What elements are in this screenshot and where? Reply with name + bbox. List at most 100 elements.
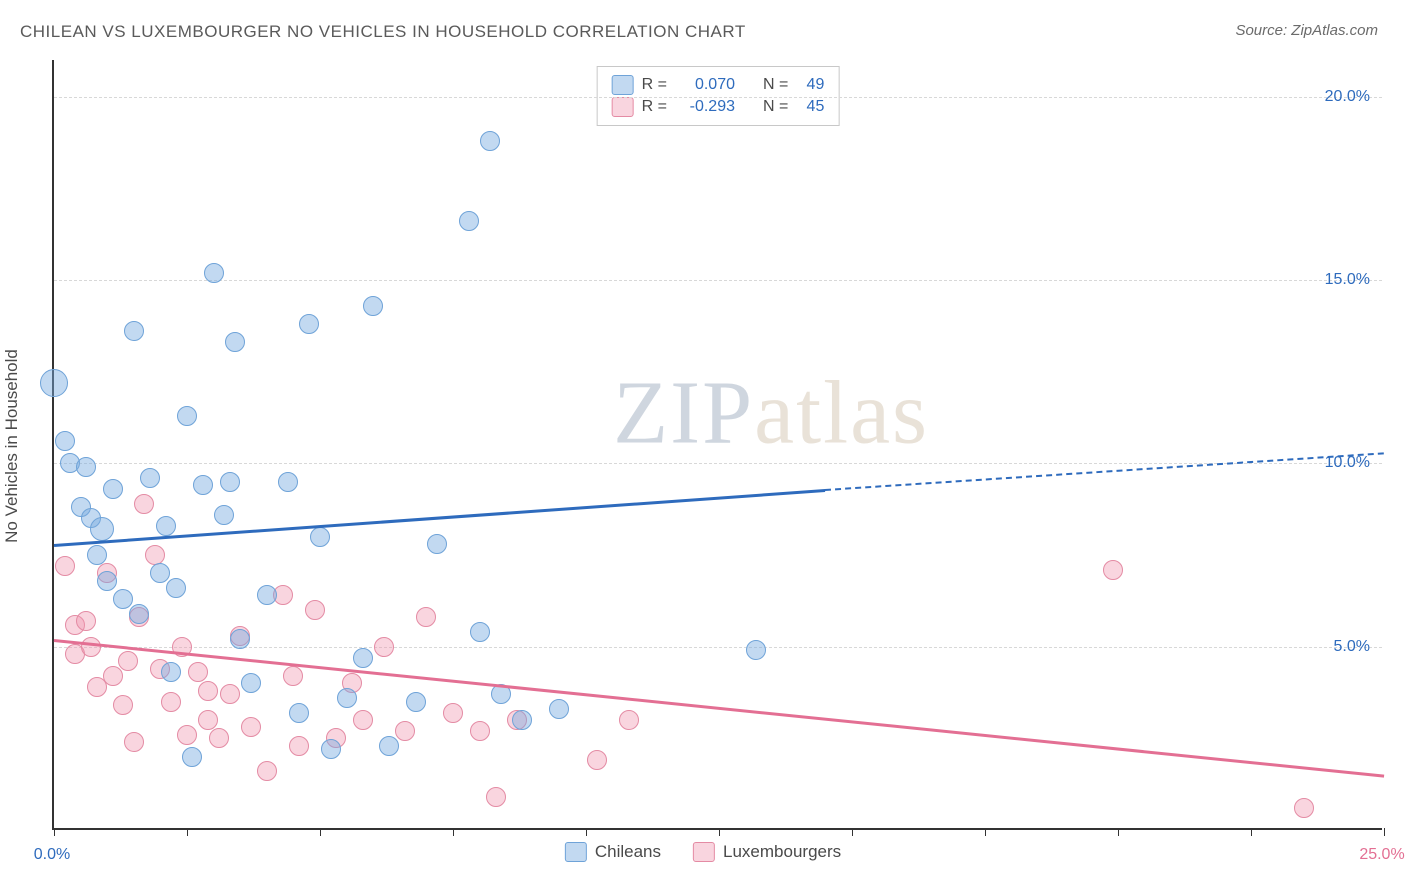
r-value-b: -0.293	[675, 98, 735, 116]
scatter-point-a	[353, 648, 373, 668]
n-value-b: 45	[796, 98, 824, 116]
scatter-point-a	[90, 517, 114, 541]
scatter-point-b	[443, 703, 463, 723]
watermark-atlas: atlas	[754, 364, 929, 463]
scatter-point-b	[353, 710, 373, 730]
scatter-point-a	[321, 739, 341, 759]
watermark-zip: ZIP	[613, 364, 754, 463]
gridline	[54, 280, 1382, 281]
scatter-point-b	[241, 717, 261, 737]
scatter-point-b	[198, 710, 218, 730]
trendline-a-dashed	[825, 452, 1384, 491]
n-value-a: 49	[796, 76, 824, 94]
x-tick	[320, 828, 321, 836]
y-tick-label: 15.0%	[1325, 271, 1370, 289]
scatter-point-a	[156, 516, 176, 536]
scatter-point-a	[150, 563, 170, 583]
gridline	[54, 463, 1382, 464]
scatter-point-a	[182, 747, 202, 767]
scatter-point-a	[40, 369, 68, 397]
x-tick	[985, 828, 986, 836]
scatter-point-b	[124, 732, 144, 752]
r-label-b: R =	[642, 98, 667, 116]
scatter-point-b	[619, 710, 639, 730]
x-tick	[187, 828, 188, 836]
scatter-point-a	[103, 479, 123, 499]
scatter-point-a	[289, 703, 309, 723]
scatter-point-a	[193, 475, 213, 495]
scatter-point-a	[97, 571, 117, 591]
scatter-point-b	[289, 736, 309, 756]
r-value-a: 0.070	[675, 76, 735, 94]
gridline	[54, 97, 1382, 98]
scatter-point-a	[379, 736, 399, 756]
scatter-point-b	[118, 651, 138, 671]
scatter-point-b	[81, 637, 101, 657]
plot-area: ZIPatlas R = 0.070 N = 49 R = -0.293 N =…	[52, 60, 1382, 830]
scatter-point-b	[198, 681, 218, 701]
scatter-point-b	[1294, 798, 1314, 818]
x-tick	[453, 828, 454, 836]
scatter-point-b	[374, 637, 394, 657]
r-label: R =	[642, 76, 667, 94]
scatter-point-a	[459, 211, 479, 231]
scatter-point-b	[283, 666, 303, 686]
scatter-point-a	[310, 527, 330, 547]
scatter-point-b	[188, 662, 208, 682]
scatter-point-b	[103, 666, 123, 686]
x-tick	[54, 828, 55, 836]
legend-swatch-a	[565, 842, 587, 862]
legend-label-b: Luxembourgers	[723, 842, 841, 862]
x-tick	[1118, 828, 1119, 836]
scatter-point-a	[76, 457, 96, 477]
legend-swatch-b	[693, 842, 715, 862]
legend-bottom: Chileans Luxembourgers	[565, 842, 841, 862]
scatter-point-a	[257, 585, 277, 605]
scatter-point-a	[363, 296, 383, 316]
scatter-point-a	[140, 468, 160, 488]
scatter-point-a	[746, 640, 766, 660]
x-tick	[719, 828, 720, 836]
scatter-point-a	[129, 604, 149, 624]
scatter-point-a	[278, 472, 298, 492]
gridline	[54, 647, 1382, 648]
scatter-point-b	[209, 728, 229, 748]
scatter-point-a	[225, 332, 245, 352]
legend-item-chileans: Chileans	[565, 842, 661, 862]
x-tick-label: 0.0%	[34, 846, 70, 864]
scatter-point-a	[177, 406, 197, 426]
chart-title: CHILEAN VS LUXEMBOURGER NO VEHICLES IN H…	[20, 22, 746, 42]
scatter-point-b	[161, 692, 181, 712]
source-attribution: Source: ZipAtlas.com	[1235, 22, 1378, 39]
scatter-point-b	[587, 750, 607, 770]
x-tick	[1251, 828, 1252, 836]
scatter-point-b	[395, 721, 415, 741]
scatter-point-b	[470, 721, 490, 741]
scatter-point-a	[480, 131, 500, 151]
scatter-point-b	[145, 545, 165, 565]
scatter-point-b	[55, 556, 75, 576]
scatter-point-a	[124, 321, 144, 341]
trendline-b	[54, 639, 1384, 777]
n-label: N =	[763, 76, 788, 94]
scatter-point-b	[1103, 560, 1123, 580]
scatter-point-a	[512, 710, 532, 730]
scatter-point-a	[337, 688, 357, 708]
scatter-point-a	[113, 589, 133, 609]
scatter-point-b	[257, 761, 277, 781]
scatter-point-b	[305, 600, 325, 620]
scatter-point-a	[470, 622, 490, 642]
scatter-point-b	[113, 695, 133, 715]
scatter-point-b	[177, 725, 197, 745]
scatter-point-a	[220, 472, 240, 492]
watermark: ZIPatlas	[613, 362, 929, 465]
scatter-point-a	[214, 505, 234, 525]
scatter-point-a	[427, 534, 447, 554]
scatter-point-b	[134, 494, 154, 514]
scatter-point-a	[406, 692, 426, 712]
y-axis-label: No Vehicles in Household	[2, 349, 22, 543]
scatter-point-a	[166, 578, 186, 598]
legend-label-a: Chileans	[595, 842, 661, 862]
legend-item-luxembourgers: Luxembourgers	[693, 842, 841, 862]
scatter-point-b	[220, 684, 240, 704]
